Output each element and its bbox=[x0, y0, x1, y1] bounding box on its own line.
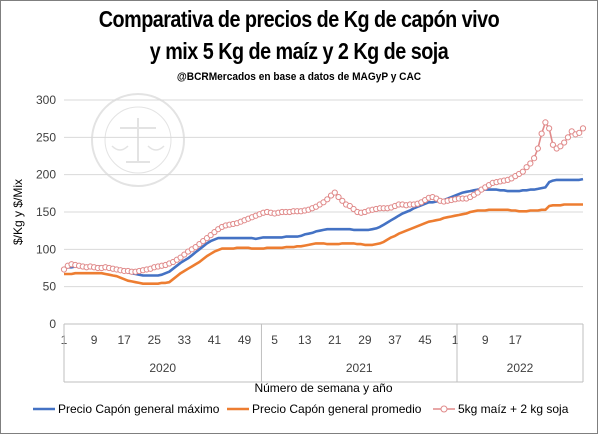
legend-label: Precio Capón general máximo bbox=[58, 402, 220, 416]
x-tick-label: 25 bbox=[148, 333, 162, 347]
series-point bbox=[523, 164, 530, 171]
legend: Precio Capón general máximo Precio Capón … bbox=[33, 402, 569, 416]
legend-marker bbox=[440, 405, 448, 413]
series-point bbox=[557, 143, 564, 150]
series-point bbox=[549, 141, 557, 148]
chart-title-line-1: Comparativa de precios de Kg de capón vi… bbox=[98, 6, 500, 32]
seal-watermark bbox=[91, 93, 185, 187]
x-axis-label: Número de semana y año bbox=[254, 381, 392, 395]
legend-label: Precio Capón general promedio bbox=[252, 402, 422, 416]
series-point bbox=[335, 193, 342, 201]
x-tick-label: 37 bbox=[388, 333, 402, 347]
x-tick-label: 33 bbox=[178, 333, 192, 347]
series-point bbox=[324, 196, 331, 203]
series-lines bbox=[60, 119, 587, 286]
y-tick-label: 200 bbox=[36, 168, 56, 182]
y-tick-label: 100 bbox=[36, 242, 56, 256]
y-axis-ticks: 0 50 100 150 200 250 300 bbox=[36, 93, 56, 331]
series-point bbox=[576, 129, 583, 136]
series-line bbox=[63, 177, 584, 277]
y-axis-label: $/Kg y $/Mix bbox=[11, 179, 25, 245]
x-tick-label: 5 bbox=[271, 333, 278, 347]
x-tick-label: 17 bbox=[509, 333, 523, 347]
x-tick-label: 13 bbox=[298, 333, 312, 347]
x-tick-label: 1 bbox=[452, 333, 459, 347]
series-point bbox=[331, 189, 338, 196]
x-tick-label: 17 bbox=[117, 333, 131, 347]
series-point bbox=[531, 155, 538, 162]
series-point bbox=[534, 145, 541, 152]
y-tick-label: 250 bbox=[36, 130, 56, 144]
y-tick-label: 150 bbox=[36, 205, 56, 219]
chart-subtitle: @BCRMercados en base a datos de MAGyP y … bbox=[176, 71, 422, 83]
year-label: 2022 bbox=[507, 361, 534, 375]
series-point bbox=[579, 125, 587, 132]
series-point bbox=[519, 168, 526, 175]
series-point bbox=[542, 119, 549, 126]
y-tick-label: 300 bbox=[36, 93, 56, 107]
x-tick-label: 41 bbox=[208, 333, 222, 347]
series-point bbox=[564, 134, 572, 141]
gridlines bbox=[64, 99, 583, 288]
x-tick-label: 45 bbox=[418, 333, 432, 347]
series-point bbox=[60, 266, 68, 273]
year-label: 2021 bbox=[346, 361, 373, 375]
series-point bbox=[538, 130, 545, 137]
y-tick-label: 0 bbox=[49, 317, 56, 331]
x-tick-label: 21 bbox=[328, 333, 342, 347]
y-tick-label: 50 bbox=[43, 280, 57, 294]
series-point bbox=[339, 197, 346, 204]
x-tick-label: 9 bbox=[482, 333, 489, 347]
series-line bbox=[64, 203, 583, 286]
series-point bbox=[546, 125, 553, 132]
x-tick-label: 9 bbox=[91, 333, 98, 347]
series-point bbox=[527, 160, 534, 167]
series-point bbox=[561, 139, 568, 146]
x-tick-label: 29 bbox=[358, 333, 372, 347]
year-label: 2020 bbox=[149, 361, 176, 375]
legend-label: 5kg maíz + 2 kg soja bbox=[458, 402, 569, 416]
chart-title-line-2: y mix 5 Kg de maíz y 2 Kg de soja bbox=[149, 38, 449, 64]
x-tick-label: 49 bbox=[238, 333, 252, 347]
x-axis: 191725334149513212937451917202020212022 bbox=[61, 323, 584, 383]
